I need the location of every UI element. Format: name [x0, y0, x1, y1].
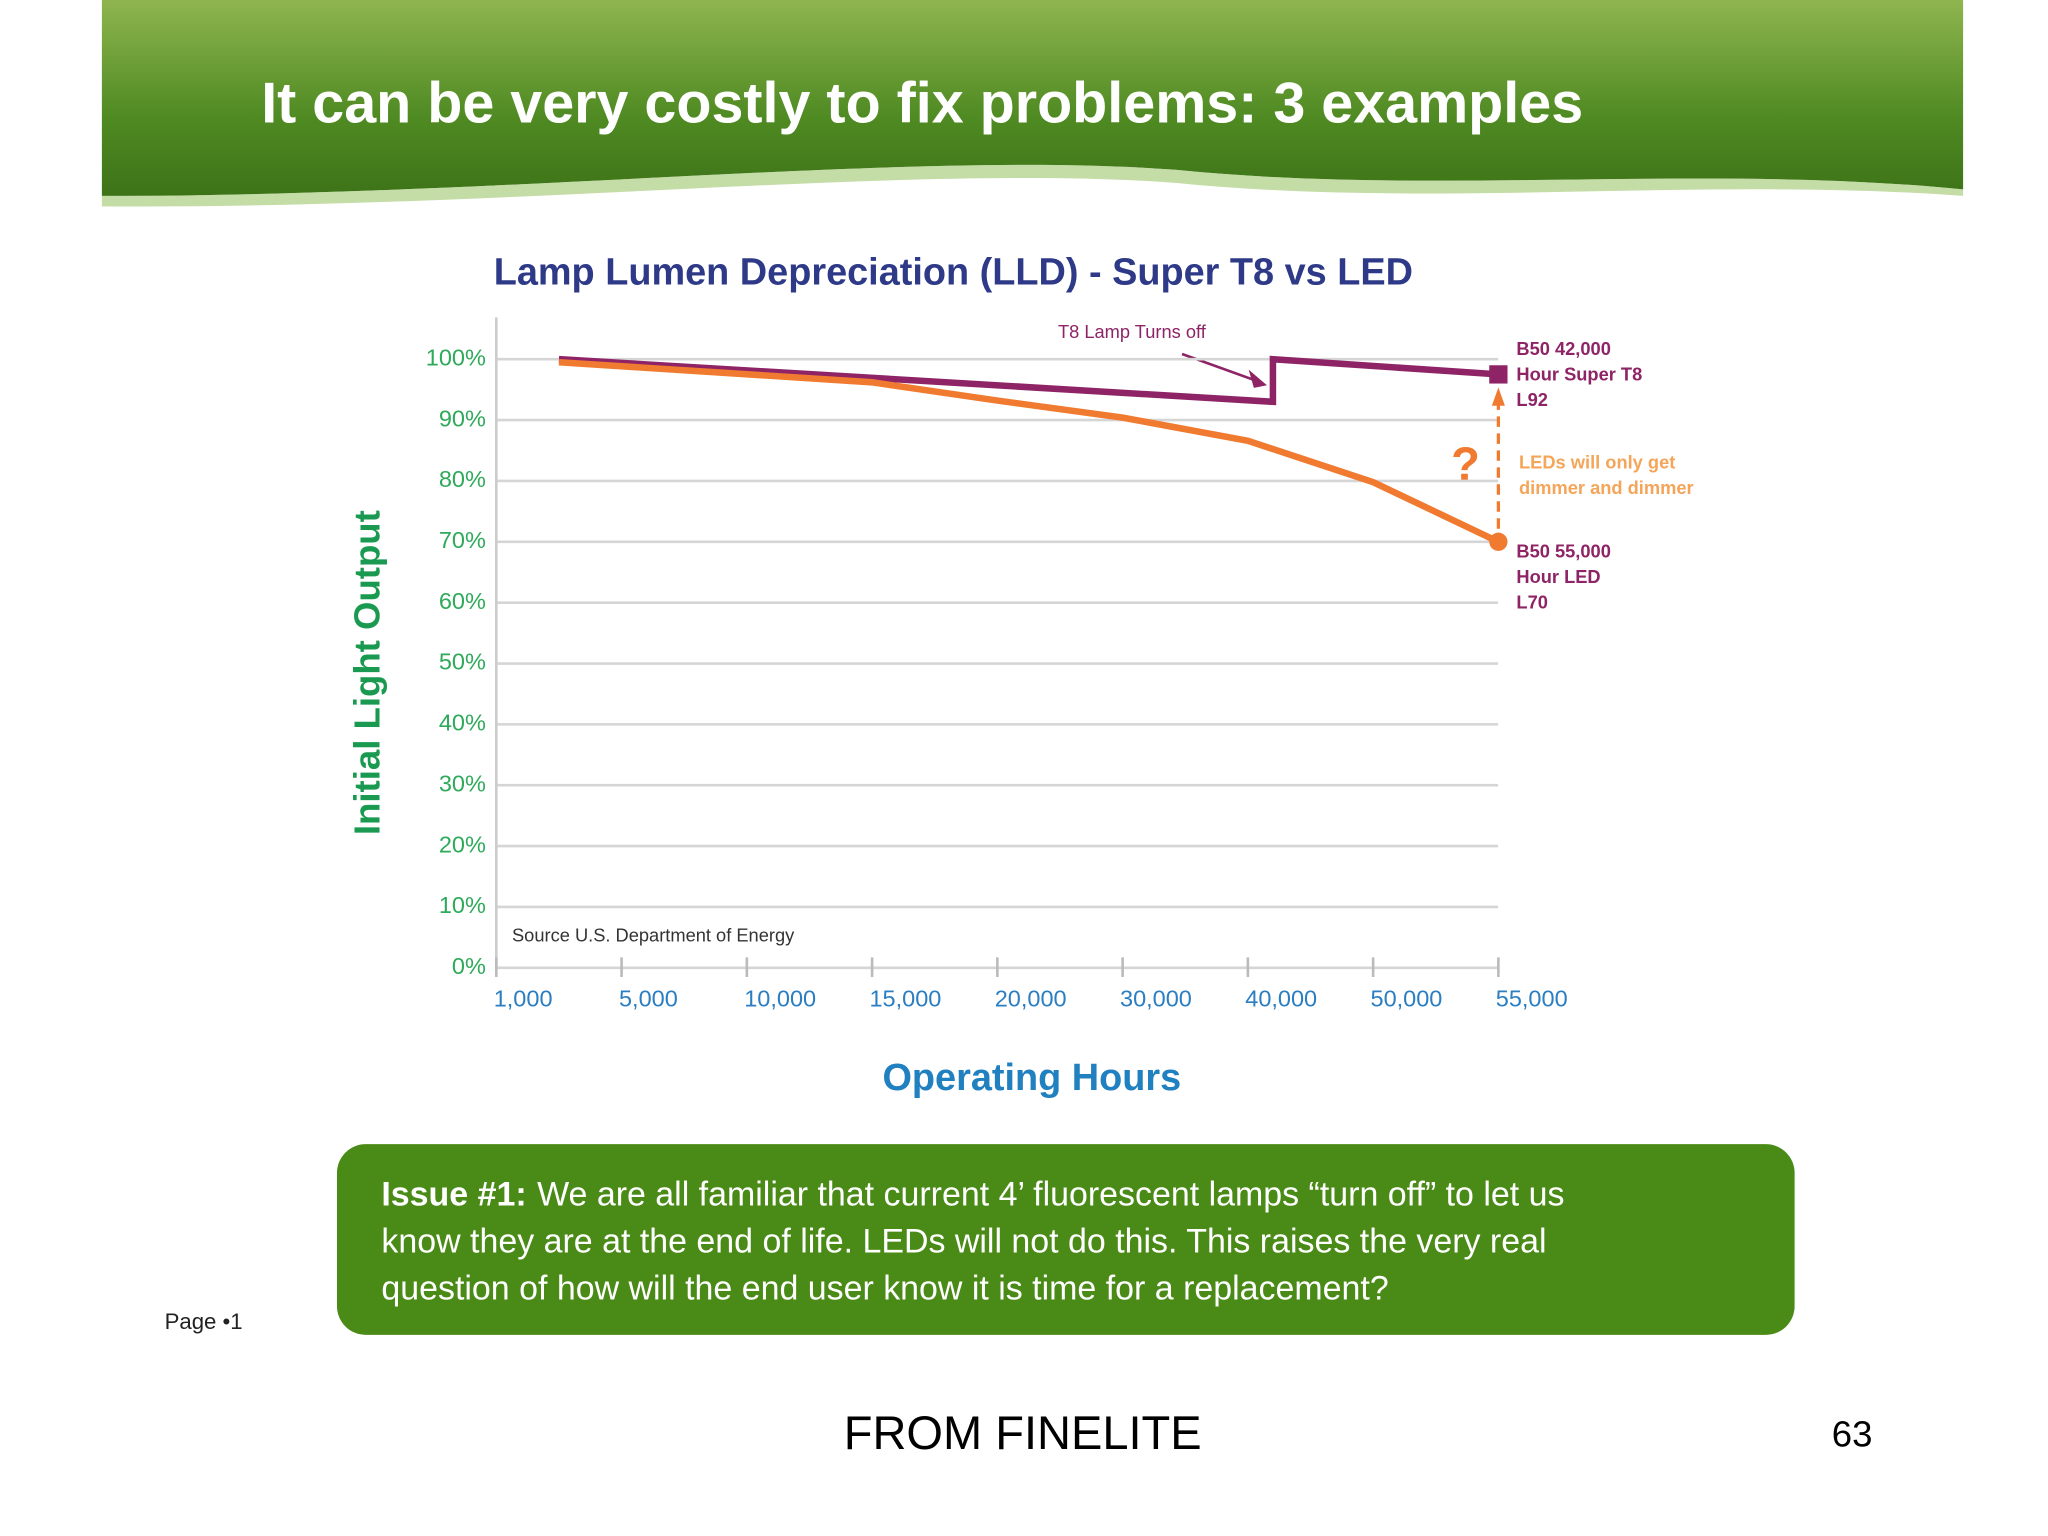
annotation: T8 Lamp Turns off	[1058, 321, 1207, 342]
x-tick-label: 40,000	[1245, 986, 1317, 1012]
issue-line: We are all familiar that current 4’ fluo…	[537, 1175, 1564, 1213]
x-tick-label: 1,000	[494, 986, 553, 1012]
issue-line: question of how will the end user know i…	[381, 1269, 1388, 1307]
annotation: L70	[1516, 591, 1547, 612]
annotation: Hour Super T8	[1516, 363, 1642, 384]
annotation: L92	[1516, 389, 1547, 410]
annotation: Hour LED	[1516, 566, 1600, 587]
y-tick-label: 40%	[439, 710, 486, 736]
source-note: Source U.S. Department of Energy	[512, 924, 795, 945]
y-axis-label: Initial Light Output	[346, 510, 387, 835]
series-line	[558, 358, 1500, 545]
issue-label: Issue #1:	[381, 1175, 526, 1213]
header-wave	[101, 164, 1964, 207]
issue-text: Issue #1: We are all familiar that curren…	[381, 1175, 1564, 1307]
header-band	[101, 0, 1964, 196]
slide-title: It can be very costly to fix problems: 3…	[261, 71, 1583, 135]
y-tick-label: 20%	[439, 831, 486, 857]
issue-box	[336, 1144, 1795, 1335]
slide-number: 63	[1832, 1413, 1873, 1454]
annotation-arrowhead	[1248, 369, 1267, 388]
annotation: LEDs will only get	[1519, 452, 1675, 473]
x-tick-label: 20,000	[995, 986, 1067, 1012]
x-tick-label: 10,000	[744, 986, 816, 1012]
x-tick-label: 50,000	[1371, 986, 1443, 1012]
chart-title: Lamp Lumen Depreciation (LLD) - Super T8…	[494, 251, 1413, 293]
issue-line: know they are at the end of life. LEDs w…	[381, 1222, 1546, 1260]
x-tick-label: 30,000	[1120, 986, 1192, 1012]
end-marker	[1489, 532, 1508, 551]
y-tick-label: 50%	[439, 649, 486, 675]
y-tick-label: 10%	[439, 892, 486, 918]
annotation: dimmer and dimmer	[1519, 477, 1694, 498]
annotation: B50 55,000	[1516, 540, 1610, 561]
page-label: Page •1	[165, 1309, 243, 1334]
y-tick-label: 70%	[439, 527, 486, 553]
y-tick-label: 80%	[439, 466, 486, 492]
y-tick-label: 30%	[439, 770, 486, 796]
x-tick-label: 5,000	[619, 986, 678, 1012]
x-axis-label: Operating Hours	[882, 1057, 1181, 1099]
end-marker	[1489, 365, 1508, 384]
y-tick-label: 100%	[426, 344, 486, 370]
arrowhead	[1491, 387, 1505, 406]
annotation: B50 42,000	[1516, 338, 1610, 359]
x-tick-label: 15,000	[869, 986, 941, 1012]
series-line	[558, 355, 1499, 406]
x-tick-label: 55,000	[1496, 986, 1568, 1012]
y-tick-label: 60%	[439, 588, 486, 614]
y-tick-label: 90%	[439, 405, 486, 431]
y-tick-label: 0%	[452, 953, 486, 979]
footer: FROM FINELITE	[844, 1406, 1202, 1459]
